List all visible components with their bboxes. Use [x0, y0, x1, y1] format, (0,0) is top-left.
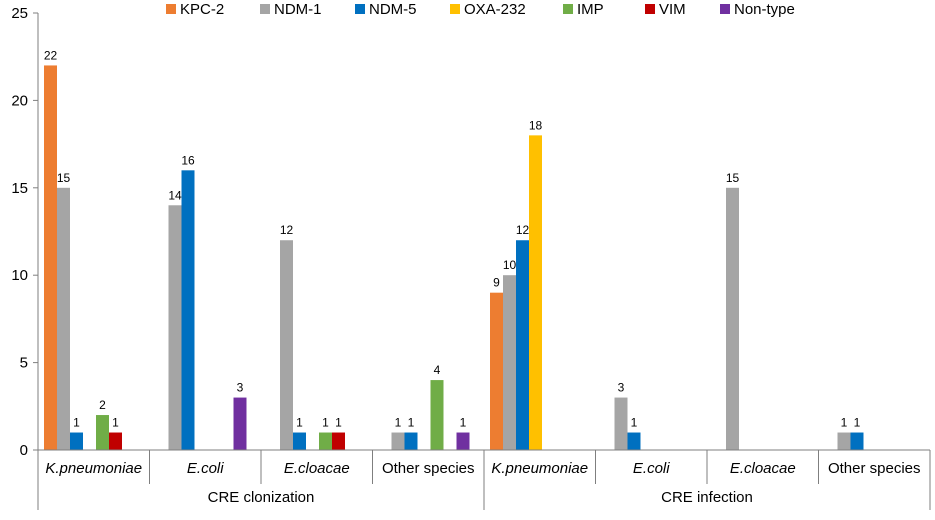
data-label: 1	[73, 416, 80, 430]
y-tick-label: 10	[11, 267, 28, 284]
y-tick-label: 25	[11, 5, 28, 22]
group-label: CRE clonization	[208, 489, 315, 506]
chart-legend: KPC-2 NDM-1 NDM-5 OXA-232 IMP VIM Non-type	[166, 1, 795, 18]
data-label: 3	[618, 381, 625, 395]
data-label: 18	[529, 118, 543, 132]
category-label: K.pneumoniae	[491, 460, 588, 477]
bar-oxa-232	[529, 135, 542, 451]
group-label: CRE infection	[661, 489, 753, 506]
bar-ndm-1	[614, 397, 628, 450]
bar-ndm-5	[516, 240, 529, 450]
data-label: 1	[841, 416, 848, 430]
data-label: 1	[460, 416, 467, 430]
bar-ndm-1	[726, 187, 739, 451]
data-label: 1	[854, 416, 861, 430]
legend-swatch-imp	[563, 4, 573, 14]
x-axis: K.pneumoniae E.coli E.cloacae Other species…	[37, 449, 931, 510]
data-label: 1	[395, 416, 402, 430]
bar-ndm-5	[404, 432, 418, 450]
y-tick-label: 5	[20, 355, 28, 372]
bar-ndm-1	[837, 432, 851, 450]
legend-swatch-oxa-232	[450, 4, 460, 14]
legend-label-kpc-2: KPC-2	[180, 1, 224, 18]
legend-label-imp: IMP	[577, 1, 604, 18]
data-label: 1	[112, 416, 119, 430]
legend-swatch-ndm-5	[355, 4, 365, 14]
bar-ndm-5	[850, 432, 864, 450]
bar-ndm-1	[168, 205, 182, 450]
y-tick-label: 20	[11, 92, 28, 109]
bar-ndm-1	[391, 432, 405, 450]
data-label: 1	[296, 416, 303, 430]
data-label: 10	[503, 258, 517, 272]
data-label: 2	[99, 398, 106, 412]
bar-kpc-2	[490, 292, 503, 450]
bar-imp	[430, 380, 444, 450]
category-label: K.pneumoniae	[45, 460, 142, 477]
data-label: 12	[516, 223, 530, 237]
bar-imp	[319, 432, 332, 450]
bar-kpc-2	[44, 65, 57, 450]
category-label: E.cloacae	[730, 460, 796, 477]
y-tick-label: 0	[20, 442, 28, 459]
data-label: 15	[57, 171, 71, 185]
bar-ndm-5	[627, 432, 641, 450]
y-tick-label: 15	[11, 180, 28, 197]
bar-ndm-5	[293, 432, 306, 450]
legend-label-ndm-1: NDM-1	[274, 1, 322, 18]
data-label: 15	[726, 171, 740, 185]
bar-vim	[332, 432, 345, 450]
bar-vim	[109, 432, 122, 450]
data-label: 1	[631, 416, 638, 430]
data-label: 1	[322, 416, 329, 430]
bar-ndm-1	[280, 240, 293, 450]
legend-swatch-ndm-1	[260, 4, 270, 14]
y-axis: 0 5 10 15 20 25	[11, 5, 39, 459]
data-label: 3	[237, 381, 244, 395]
data-label: 12	[280, 223, 294, 237]
bar-ndm-5	[70, 432, 83, 450]
data-label: 4	[434, 363, 441, 377]
legend-label-non-type: Non-type	[734, 1, 795, 18]
legend-label-oxa-232: OXA-232	[464, 1, 526, 18]
category-label: E.coli	[633, 460, 670, 477]
bar-ndm-1	[57, 187, 70, 451]
bar-ndm-1	[503, 275, 516, 450]
legend-swatch-kpc-2	[166, 4, 176, 14]
bar-imp	[96, 415, 109, 450]
bar-non-type	[456, 432, 470, 450]
legend-label-vim: VIM	[659, 1, 686, 18]
legend-label-ndm-5: NDM-5	[369, 1, 417, 18]
data-label: 9	[493, 276, 500, 290]
bar-non-type	[233, 397, 247, 450]
category-label: E.cloacae	[284, 460, 350, 477]
data-label: 16	[181, 153, 195, 167]
category-label: E.coli	[187, 460, 224, 477]
category-label: Other species	[382, 460, 475, 477]
data-label: 1	[335, 416, 342, 430]
legend-swatch-non-type	[720, 4, 730, 14]
data-label: 22	[44, 48, 58, 62]
category-label: Other species	[828, 460, 921, 477]
bar-ndm-5	[181, 170, 195, 450]
legend-swatch-vim	[645, 4, 655, 14]
data-label: 14	[168, 188, 182, 202]
data-label: 1	[408, 416, 415, 430]
